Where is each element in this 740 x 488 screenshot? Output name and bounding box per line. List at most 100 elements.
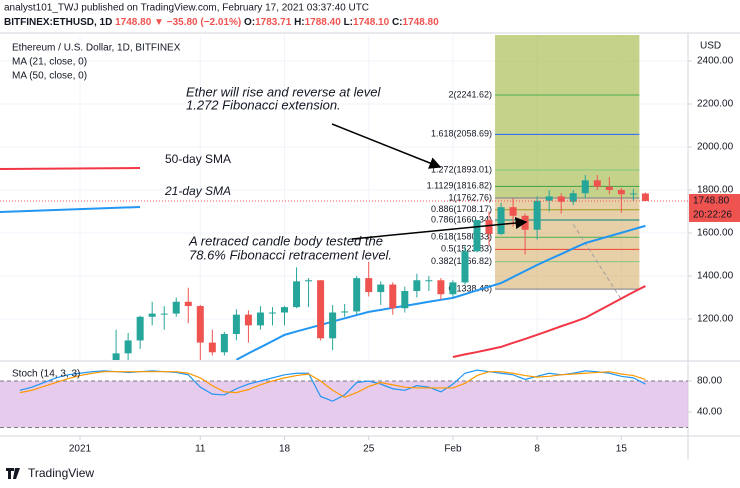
fib-label: 1.1129(1816.82) [427,181,492,191]
candle-body [353,278,361,312]
moving-average [235,224,646,360]
fib-label: 0(1338.48) [449,284,493,294]
fib-zone [495,35,640,290]
candle-body [461,251,469,283]
change: 1748.80 ▼ −35.80 (−2.01%) [115,17,241,28]
logo [6,468,20,479]
y-tick-label: 40.00 [697,407,722,418]
arrow [331,123,442,169]
candle-body [268,312,276,314]
fib-band [495,197,640,210]
y-tick-label: 2200.00 [697,99,734,110]
x-tick-label: 11 [195,444,206,455]
candle-body [485,220,493,235]
fib-band [495,186,640,198]
candle-body [256,312,264,326]
stoch-line [19,371,646,398]
fib-label: 2(2241.62) [449,89,493,99]
candle-body [617,189,625,195]
candle-body [425,280,433,282]
countdown: 20:22:26 [693,210,732,221]
ohlc-value: 1783.71 [255,17,292,28]
candle-body [389,284,397,309]
fib-label: 1.618(2058.69) [431,129,492,139]
annotation: 78.6% Fibonacci retracement level. [189,247,392,262]
fib-band [495,209,640,220]
symbol: BITFINEX:ETHUSD, 1D [4,17,112,28]
price-tag [689,193,740,222]
drawing [0,167,141,170]
fib-label: 0.5(1523.83) [441,244,492,254]
legend-entry: MA (50, close, 0) [12,71,87,82]
x-tick-label: 8 [534,444,540,455]
ohlc-key: H: [294,17,305,28]
fib-label: 1(1762.76) [449,192,493,202]
x-tick-label: Feb [444,444,462,455]
candle-body [509,207,517,216]
candle-body [545,196,553,201]
brand: TradingView [28,466,94,480]
projection [572,224,622,300]
publisher: analyst101_TWJ published on TradingView.… [4,3,369,14]
y-tick-label: 1200.00 [697,314,734,325]
y-tick-label: 2400.00 [697,56,734,67]
annotation: Ether will rise and reverse at level [186,84,381,99]
annotation: A retraced candle body tested the [188,233,383,248]
candle-body [437,280,445,295]
fib-label: 0.618(1580.33) [431,232,492,242]
fib-label: 0.786(1660.34) [431,214,492,224]
candle-body [629,193,637,195]
legend-entry: Ethereum / U.S. Dollar, 1D, BITFINEX [12,43,181,54]
legend-entry: MA (21, close, 0) [12,57,87,68]
fib-label: 0.886(1708.17) [431,204,492,214]
annotation: 21-day SMA [164,184,231,198]
pane-title: Stoch (14, 3, 3) [12,369,80,380]
candle-body [112,353,120,360]
candle-body [557,196,565,202]
fib-label: 1.272(1893.01) [431,164,492,174]
y-tick-label: 1400.00 [697,271,734,282]
candle-body [136,316,144,341]
candle-body [208,342,216,353]
candle-body [581,180,589,194]
x-tick-label: 2021 [69,444,92,455]
y-tick-label: 80.00 [697,376,722,387]
candle-body [220,333,228,353]
candle-body [569,193,577,202]
fib-band [495,35,640,135]
candle-body [148,313,156,317]
quote: BITFINEX:ETHUSD, 1D 1748.80 ▼ −35.80 (−2… [4,17,439,28]
candle-body [401,291,409,309]
candle-body [184,301,192,307]
candle-body [124,340,132,354]
y-tick-label: 1600.00 [697,228,734,239]
candle-body [641,193,649,201]
ohlc-key: C: [392,17,403,28]
fib-band [495,134,640,170]
moving-average [452,285,646,358]
ohlc-key: L: [344,17,353,28]
x-tick-label: 15 [616,444,628,455]
candle-body [533,200,541,230]
candle-body [329,312,337,339]
y-tick-label: 1800.00 [697,185,734,196]
candle-body [293,281,301,308]
arrow [351,217,528,240]
candle-body [317,280,325,339]
stoch-band [0,380,688,428]
candle-body [172,301,180,314]
ohlc-key: O: [244,17,255,28]
drawing [0,206,141,213]
annotation: 50-day SMA [165,152,231,166]
fib-band [495,261,640,290]
annotation: 1.272 Fibonacci extension. [186,97,341,112]
candle-body [365,278,373,293]
candle-body [605,186,613,190]
ohlc-value: 1748.80 [403,17,440,28]
candle-body [232,314,240,334]
candle-body [305,280,313,282]
candle-body [497,207,505,235]
fib-band [495,169,640,187]
ohlc-value: 1748.10 [353,17,390,28]
